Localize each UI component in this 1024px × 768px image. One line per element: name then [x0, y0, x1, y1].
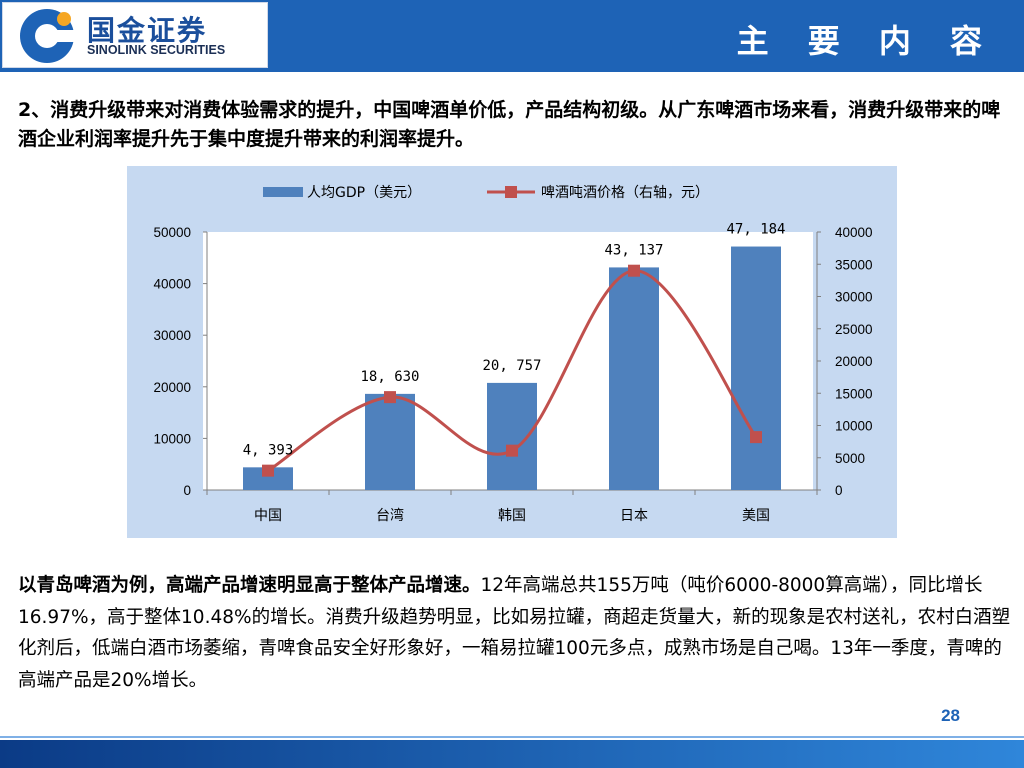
body-text: 12年高端总共155万吨（吨价6000-8000算高端），同比增长16.97%，… — [18, 575, 1011, 691]
sinolink-logo-icon — [20, 9, 77, 63]
y-right-tick-label: 25000 — [835, 322, 873, 337]
y-left-tick-label: 30000 — [153, 328, 191, 343]
y-left-tick-label: 10000 — [153, 431, 191, 446]
y-left-tick-label: 40000 — [153, 277, 191, 292]
price-point — [628, 264, 640, 277]
bar-data-label: 20, 757 — [482, 358, 541, 374]
bar — [243, 467, 293, 490]
footer-divider — [0, 736, 1024, 738]
logo: 国金证券 SINOLINK SECURITIES — [2, 2, 268, 68]
logo-text-cn: 国金证券 — [87, 14, 208, 47]
y-right-tick-label: 0 — [835, 483, 843, 498]
y-right-tick-label: 20000 — [835, 354, 873, 369]
intro-paragraph: 2、消费升级带来对消费体验需求的提升，中国啤酒单价低，产品结构初级。从广东啤酒市… — [18, 99, 1001, 150]
y-right-tick-label: 15000 — [835, 386, 873, 401]
legend-bar-swatch — [263, 187, 303, 197]
x-tick-label: 韩国 — [498, 508, 526, 524]
header-bar: 国金证券 SINOLINK SECURITIES 主 要 内 容 — [0, 0, 1024, 72]
y-right-tick-label: 10000 — [835, 419, 873, 434]
bar-series — [243, 246, 781, 490]
y-right-tick-label: 5000 — [835, 451, 865, 466]
bar — [609, 267, 659, 490]
price-point — [750, 431, 762, 444]
x-tick-label: 美国 — [742, 508, 770, 524]
bar-data-label: 4, 393 — [243, 442, 294, 458]
bar-data-label: 43, 137 — [604, 242, 663, 258]
price-point — [384, 391, 396, 404]
body-paragraph: 以青岛啤酒为例，高端产品增速明显高于整体产品增速。12年高端总共155万吨（吨价… — [18, 570, 1018, 696]
y-right-tick-label: 40000 — [835, 225, 873, 240]
footer-bar — [0, 740, 1024, 768]
x-tick-label: 日本 — [620, 508, 648, 524]
data-labels: 4, 393 18, 630 20, 757 43, 137 47, 184 — [243, 222, 786, 459]
body-lead-text: 以青岛啤酒为例，高端产品增速明显高于整体产品增速。 — [18, 575, 481, 596]
x-tick-label: 中国 — [254, 508, 282, 524]
line-series — [262, 264, 762, 477]
chart-container: 人均GDP（美元） 啤酒吨酒价格（右轴，元） 0 10000 20000 30000 40… — [127, 166, 897, 538]
price-line — [267, 269, 758, 472]
y-left-tick-label: 20000 — [153, 380, 191, 395]
bar — [365, 393, 415, 490]
price-point — [262, 464, 274, 477]
price-point — [506, 444, 518, 457]
y-right-tick-label: 35000 — [835, 257, 873, 272]
legend-bar-label: 人均GDP（美元） — [307, 185, 421, 201]
x-tick-label: 台湾 — [376, 507, 404, 524]
legend-line-label: 啤酒吨酒价格（右轴，元） — [541, 185, 709, 201]
y-left-tick-label: 50000 — [153, 225, 191, 240]
logo-text-en: SINOLINK SECURITIES — [87, 43, 226, 57]
bar-data-label: 47, 184 — [726, 222, 785, 238]
page-number: 28 — [941, 706, 960, 725]
combo-chart: 人均GDP（美元） 啤酒吨酒价格（右轴，元） 0 10000 20000 30000 40… — [153, 185, 872, 524]
chart-legend: 人均GDP（美元） 啤酒吨酒价格（右轴，元） — [263, 185, 709, 201]
chart-axes: 0 10000 20000 30000 40000 50000 0 5000 10000 1500… — [153, 225, 872, 524]
y-left-tick-label: 0 — [183, 483, 191, 498]
y-right-tick-label: 30000 — [835, 290, 873, 305]
legend-line-marker — [505, 186, 517, 198]
bar-data-label: 18, 630 — [360, 369, 419, 385]
bar — [731, 246, 781, 490]
page-title: 主 要 内 容 — [736, 22, 996, 60]
